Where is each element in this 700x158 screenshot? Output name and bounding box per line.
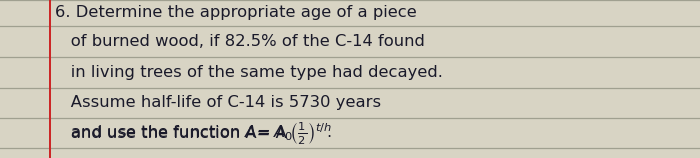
Text: of burned wood, if 82.5% of the C-14 found: of burned wood, if 82.5% of the C-14 fou…	[55, 33, 425, 49]
Text: and use the function $A\!= A_0\!\left(\frac{1}{2}\right)^{t/h}\!\!.$: and use the function $A\!= A_0\!\left(\f…	[55, 120, 332, 146]
Text: 6. Determine the appropriate age of a piece: 6. Determine the appropriate age of a pi…	[55, 6, 416, 21]
Text: Assume half-life of C-14 is 5730 years: Assume half-life of C-14 is 5730 years	[55, 95, 381, 110]
Text: in living trees of the same type had decayed.: in living trees of the same type had dec…	[55, 64, 443, 79]
Text: and use the function A= A: and use the function A= A	[55, 125, 287, 140]
